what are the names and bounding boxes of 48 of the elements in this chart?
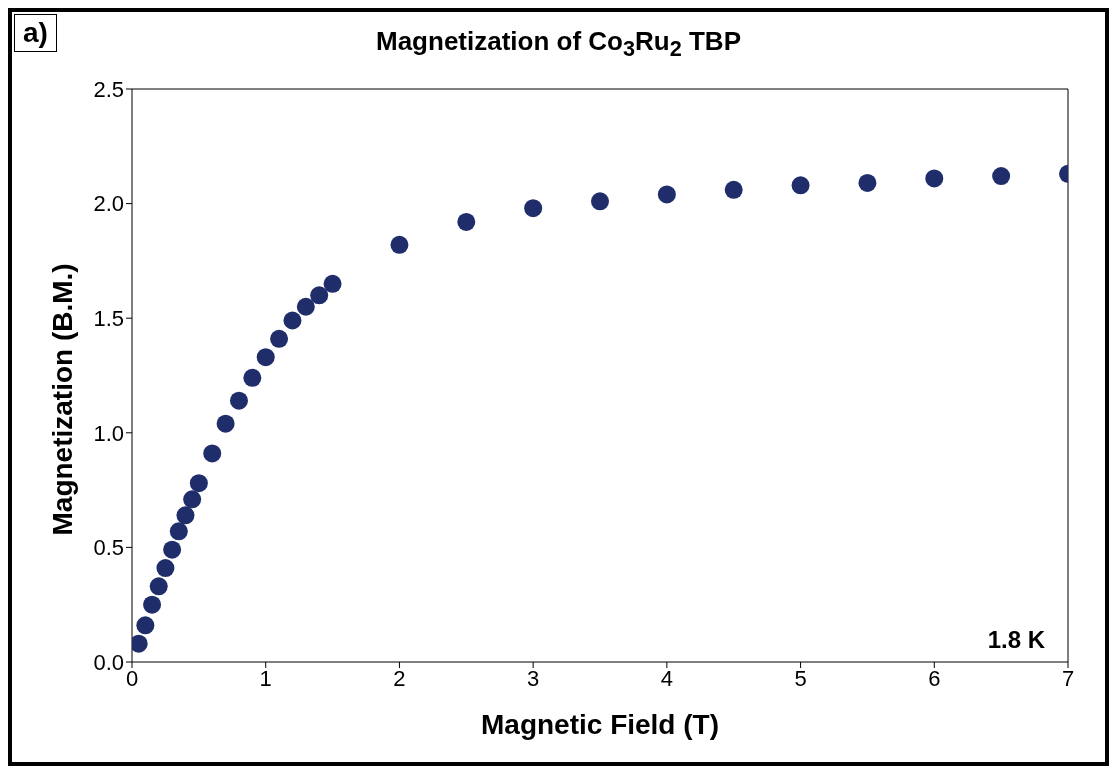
point [323,274,342,293]
point [176,506,195,525]
y-tick-label: 2.0 [93,191,124,217]
point [925,169,944,188]
point [136,616,155,635]
point [163,540,182,559]
x-tick-label: 2 [393,665,406,691]
point [270,329,289,348]
point [724,180,743,199]
point [203,444,222,463]
point [457,212,476,231]
x-tick-label: 7 [1061,665,1075,691]
chart-title: Magnetization of Co$_{3}$Ru$_{2}$ TBP [376,26,741,62]
text: a) [14,14,57,52]
point [524,199,543,218]
point [283,311,302,330]
y-tick-label: 1.5 [93,306,124,332]
x-tick-label: 1 [259,665,272,691]
point [243,368,262,387]
point [256,348,275,367]
y-tick-label: 2.5 [93,76,124,102]
y-tick-label: 0.0 [93,649,124,675]
point [156,559,175,578]
y-axis-title: Magnetization (B.M.) [46,263,78,536]
point [310,286,329,305]
x-axis-title: Magnetic Field (T) [481,709,719,740]
annotation: 1.8 K [987,626,1045,654]
point [858,173,877,192]
y-tick-label: 0.5 [93,535,124,561]
x-tick-label: 5 [794,665,807,691]
point [149,577,168,596]
x-tick-label: 4 [660,665,673,691]
x-tick-label: 3 [527,665,540,691]
point [657,185,676,204]
x-tick-label: 0 [125,665,139,691]
point [992,167,1011,186]
point [189,474,208,493]
point [216,414,235,433]
point [791,176,810,195]
point [390,235,409,254]
point [169,522,188,541]
x-tick-label: 6 [928,665,941,691]
y-tick-label: 1.0 [93,420,124,446]
point [296,297,315,316]
point [183,490,202,509]
point [143,595,162,614]
point [229,391,248,410]
point [591,192,609,211]
